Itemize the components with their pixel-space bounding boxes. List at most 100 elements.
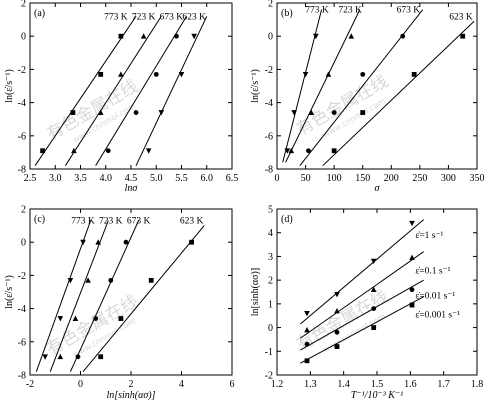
fit-line	[300, 279, 424, 351]
y-tick-label: -2	[265, 65, 273, 76]
y-tick-label: -6	[18, 337, 26, 348]
y-tick-label: -1	[265, 347, 273, 358]
fit-line	[300, 219, 424, 325]
x-tick-label: 350	[470, 173, 485, 184]
x-tick-label: 1.4	[337, 379, 350, 390]
data-point-circle	[93, 316, 99, 321]
data-point-circle	[108, 277, 114, 283]
data-point-triangle-down	[304, 310, 310, 317]
series-c-1: 723 K	[49, 217, 123, 372]
x-tick-label: 100	[327, 173, 342, 184]
data-point-square	[118, 33, 124, 39]
fit-line	[135, 16, 208, 166]
y-tick-label: 1	[268, 299, 273, 310]
x-tick-label: 1.8	[471, 379, 484, 390]
series-label: 723 K	[132, 12, 156, 22]
series-c-3: 623 K	[82, 217, 205, 372]
x-tick-label: 2.5	[24, 173, 37, 184]
x-axis-label: ln[sinh(ασ)]	[106, 390, 155, 401]
series-label: ε̇=0.001 s⁻¹	[415, 311, 460, 321]
series-label: 773 K	[104, 12, 128, 22]
data-point-square	[70, 110, 76, 115]
x-tick-label: 4.0	[100, 173, 113, 184]
series-label: 723 K	[338, 6, 362, 16]
y-tick-label: -4	[265, 98, 273, 109]
y-axis-label: ln(ε̇/s⁻¹)	[4, 69, 15, 103]
data-point-square	[304, 358, 310, 364]
series-c-2: 673 K	[69, 217, 150, 372]
data-point-triangle	[325, 71, 332, 77]
data-point-triangle-down	[42, 354, 48, 360]
series-label: ε̇=1 s⁻¹	[415, 231, 443, 241]
y-tick-label: -2	[265, 371, 273, 382]
x-tick-label: 1.6	[404, 379, 417, 390]
data-point-circle	[153, 71, 159, 77]
data-point-triangle-down	[158, 110, 165, 116]
y-tick-label: 0	[268, 32, 273, 43]
y-tick-label: -8	[265, 165, 273, 176]
chart-panel-a: 2.5 3.0 3.5 4.0 4.5 5.0 5.5 6.0 6.5 -8 -6 -4 -2 0 2 lnσ…	[4, 0, 238, 194]
data-point-triangle-down	[370, 258, 377, 265]
data-point-triangle-down	[67, 277, 74, 284]
series-a-3: 623 K	[135, 12, 208, 166]
x-tick-label: 1.5	[371, 379, 384, 390]
data-point-square	[360, 110, 366, 115]
data-point-circle	[400, 33, 406, 39]
chart-panel-d: 1.2 1.3 1.4 1.5 1.6 1.7 1.8 -2 -1 0 1 2 3 4 5 T⁻¹/10⁻³ …	[250, 205, 483, 402]
panel-label: (d)	[281, 214, 293, 225]
data-point-triangle-down	[57, 316, 64, 322]
series-label: 623 K	[449, 12, 473, 22]
x-tick-label: 50	[301, 173, 311, 184]
series-label: 673 K	[160, 12, 184, 22]
series-label: 673 K	[397, 6, 421, 16]
x-tick-label: 0	[275, 173, 280, 184]
fit-line	[49, 220, 109, 372]
series-label: ε̇=0.1 s⁻¹	[415, 267, 450, 277]
x-axis-label: lnσ	[125, 183, 139, 194]
data-point-triangle	[57, 353, 64, 360]
series-a-0: 773 K	[34, 12, 137, 166]
y-tick-label: -6	[18, 131, 26, 142]
data-point-triangle	[288, 147, 295, 154]
x-tick-label: 6.0	[201, 173, 214, 184]
y-tick-label: -8	[18, 165, 26, 176]
plot-frame	[276, 2, 478, 170]
data-point-triangle-down	[409, 220, 415, 227]
data-point-triangle	[85, 277, 91, 283]
y-tick-label: 5	[268, 205, 273, 216]
fit-line	[34, 15, 137, 166]
series-label: 623 K	[182, 12, 206, 22]
data-point-square	[411, 71, 417, 77]
data-point-triangle-down	[302, 71, 309, 78]
data-point-square	[189, 239, 194, 245]
y-tick-label: 3	[268, 252, 273, 263]
fit-line	[285, 9, 361, 163]
x-tick-label: 3.0	[49, 173, 62, 184]
data-point-circle	[331, 110, 337, 115]
series-d-1: ε̇=0.1 s⁻¹	[300, 251, 451, 339]
data-point-square	[331, 148, 337, 154]
fit-line	[35, 220, 92, 372]
data-point-circle	[105, 148, 111, 154]
series-label: 773 K	[71, 217, 95, 227]
data-point-circle	[371, 306, 377, 311]
data-point-triangle	[308, 109, 315, 115]
y-tick-label: 0	[268, 323, 273, 334]
data-point-circle	[360, 71, 366, 77]
x-tick-label: 5.0	[150, 173, 163, 184]
fit-line	[95, 16, 187, 166]
fit-line	[300, 251, 424, 339]
panel-label: (b)	[281, 8, 293, 19]
x-tick-label: 200	[384, 173, 399, 184]
y-tick-label: 0	[21, 238, 26, 249]
x-axis-label: T⁻¹/10⁻³ K⁻¹	[351, 390, 403, 401]
x-tick-label: 2	[129, 379, 134, 390]
x-tick-label: 0	[78, 379, 83, 390]
x-tick-label: 1.3	[304, 379, 317, 390]
data-point-circle	[409, 287, 415, 293]
data-point-square	[334, 344, 340, 349]
x-tick-label: 4	[179, 379, 184, 390]
